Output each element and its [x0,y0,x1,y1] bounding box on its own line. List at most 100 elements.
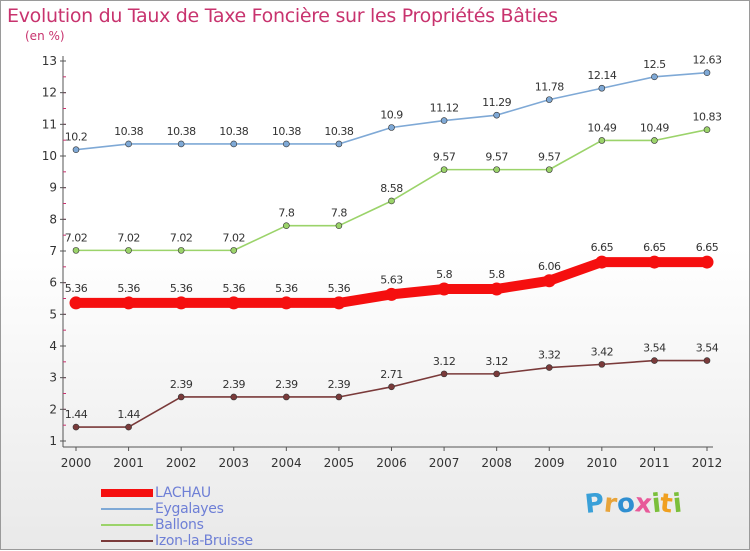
data-point-ballons [177,247,185,254]
legend-label: LACHAU [155,485,211,501]
data-point-lachau [279,296,293,310]
y-tick-label: 5 [49,307,57,321]
data-label-izon-la-bruisse: 3.12 [433,355,456,368]
legend-label: Ballons [155,517,204,533]
x-tick-label: 2009 [534,456,565,470]
x-tick-label: 2004 [271,456,302,470]
unit-label: (en %) [25,29,65,43]
legend-swatch [101,489,153,497]
data-point-eygalayes [651,73,658,81]
data-label-ballons: 10.49 [587,121,616,134]
data-point-ballons [230,247,238,254]
data-label-izon-la-bruisse: 2.71 [380,368,403,381]
data-point-lachau [542,274,556,288]
x-tick-label: 2012 [692,456,723,470]
legend-item: LACHAU [101,485,253,501]
data-point-izon-la-bruisse [545,364,553,371]
data-point-ballons [703,126,711,134]
data-label-lachau: 5.36 [328,282,351,295]
data-label-ballons: 7.02 [223,231,246,244]
data-label-eygalayes: 11.78 [535,81,564,94]
data-point-izon-la-bruisse [388,383,395,391]
data-label-lachau: 5.63 [380,273,403,286]
data-label-eygalayes: 12.5 [643,58,666,71]
legend-label: Izon-la-Bruisse [155,533,253,549]
data-point-lachau [227,296,241,310]
data-label-izon-la-bruisse: 3.54 [643,342,666,355]
data-label-ballons: 7.02 [170,231,193,244]
chart-title: Evolution du Taux de Taxe Foncière sur l… [7,5,558,27]
data-point-lachau [595,255,609,269]
x-tick-label: 2001 [113,456,144,470]
data-point-lachau [647,255,661,269]
data-point-lachau [69,296,83,310]
data-point-eygalayes [283,140,290,148]
data-label-eygalayes: 11.12 [430,102,459,115]
x-tick-label: 2007 [429,456,460,470]
data-label-lachau: 6.65 [643,241,666,254]
data-point-ballons [440,166,448,173]
data-label-ballons: 9.57 [433,151,456,164]
data-label-eygalayes: 10.38 [324,125,353,138]
data-point-ballons [335,222,343,229]
legend-item: Ballons [101,517,253,533]
data-label-ballons: 10.49 [640,121,669,134]
x-tick-label: 2002 [166,456,197,470]
proxiti-logo: Proxiti [583,488,683,520]
x-tick-label: 2005 [324,456,355,470]
data-point-izon-la-bruisse [493,370,500,378]
data-point-izon-la-bruisse [598,361,606,368]
data-label-lachau: 5.36 [117,282,140,295]
data-label-izon-la-bruisse: 2.39 [223,378,246,391]
y-tick-label: 2 [49,402,57,416]
data-label-izon-la-bruisse: 3.12 [485,355,508,368]
data-point-lachau [700,255,714,269]
data-point-eygalayes [493,111,500,119]
data-label-izon-la-bruisse: 2.39 [328,378,351,391]
data-label-lachau: 6.06 [538,260,561,273]
data-point-lachau [122,296,136,310]
data-point-lachau [385,287,398,301]
data-point-eygalayes [230,140,238,148]
data-label-izon-la-bruisse: 1.44 [117,408,140,421]
y-tick-label: 11 [42,117,57,131]
x-tick-label: 2011 [639,456,670,470]
legend-item: Eygalayes [101,501,253,517]
data-point-izon-la-bruisse [230,393,238,401]
data-point-izon-la-bruisse [703,357,711,364]
y-tick-label: 8 [49,212,57,226]
data-point-eygalayes [177,140,185,148]
data-label-ballons: 7.02 [117,231,140,244]
data-point-eygalayes [125,140,132,148]
data-label-izon-la-bruisse: 3.54 [696,342,719,355]
y-tick-label: 9 [49,181,57,195]
y-tick-label: 13 [42,54,57,68]
data-point-ballons [598,137,606,144]
data-point-ballons [388,197,395,205]
data-label-izon-la-bruisse: 2.39 [275,378,298,391]
data-label-ballons: 7.8 [331,207,347,220]
data-point-izon-la-bruisse [283,393,290,401]
data-point-ballons [125,247,132,254]
data-label-ballons: 9.57 [538,151,561,164]
data-label-eygalayes: 10.38 [219,125,248,138]
data-point-eygalayes [598,84,606,92]
data-point-lachau [490,282,504,296]
data-point-lachau [332,296,346,310]
y-tick-label: 10 [42,149,57,163]
data-point-eygalayes [545,96,553,103]
data-label-ballons: 8.58 [380,182,403,195]
data-label-eygalayes: 10.9 [380,109,403,122]
x-tick-label: 2008 [481,456,512,470]
y-tick-label: 1 [49,434,57,448]
x-tick-label: 2010 [587,456,618,470]
data-label-ballons: 9.57 [485,151,508,164]
y-tick-label: 7 [49,244,57,258]
data-label-ballons: 7.8 [278,207,294,220]
legend-item: Izon-la-Bruisse [101,533,253,549]
data-label-lachau: 5.36 [223,282,246,295]
legend-swatch [101,524,153,526]
data-point-eygalayes [440,117,448,124]
